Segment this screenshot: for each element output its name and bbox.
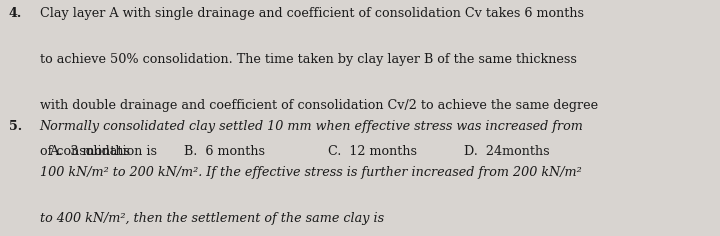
Text: with double drainage and coefficient of consolidation Cv/2 to achieve the same d: with double drainage and coefficient of … <box>40 99 598 112</box>
Text: B.  6 months: B. 6 months <box>184 145 265 158</box>
Text: to 400 kN/m², then the settlement of the same clay is: to 400 kN/m², then the settlement of the… <box>40 212 384 225</box>
Text: 100 kN/m² to 200 kN/m². If the effective stress is further increased from 200 kN: 100 kN/m² to 200 kN/m². If the effective… <box>40 166 581 179</box>
Text: C.  12 months: C. 12 months <box>328 145 417 158</box>
Text: D.  24months: D. 24months <box>464 145 550 158</box>
Text: Clay layer A with single drainage and coefficient of consolidation Cv takes 6 mo: Clay layer A with single drainage and co… <box>40 7 584 20</box>
Text: A.  3 months: A. 3 months <box>49 145 130 158</box>
Text: of consolidation is: of consolidation is <box>40 145 157 158</box>
Text: to achieve 50% consolidation. The time taken by clay layer B of the same thickne: to achieve 50% consolidation. The time t… <box>40 53 577 66</box>
Text: 4.: 4. <box>9 7 22 20</box>
Text: 5.: 5. <box>9 120 22 133</box>
Text: Normally consolidated clay settled 10 mm when effective stress was increased fro: Normally consolidated clay settled 10 mm… <box>40 120 583 133</box>
